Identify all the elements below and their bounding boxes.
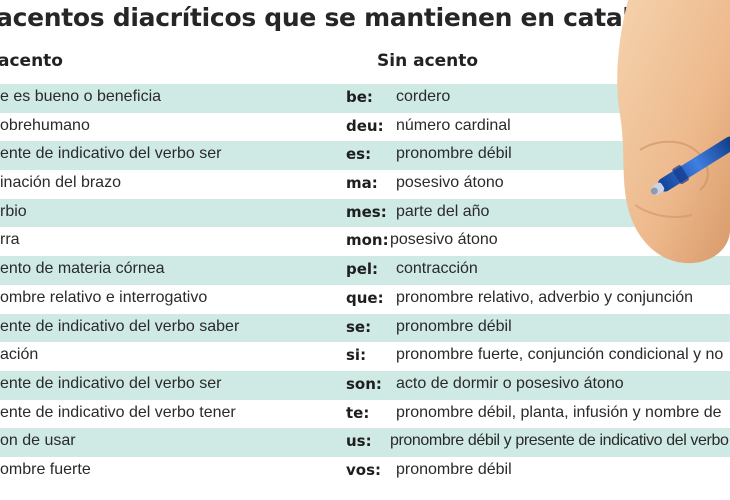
accented-meaning: ente de indicativo del verbo tener [0, 403, 236, 421]
table-row: ombre relativo e interrogativo que: pron… [0, 285, 730, 314]
unaccented-word: se: [346, 317, 372, 336]
accented-meaning: on de usar [0, 432, 76, 450]
accented-meaning: ación [0, 346, 39, 364]
unaccented-meaning: parte del año [396, 202, 490, 220]
unaccented-meaning: pronombre débil y presente de indicativo… [390, 432, 729, 450]
unaccented-meaning: pronombre fuerte, conjunción condicional… [396, 346, 724, 364]
page-title: acentos diacríticos que se mantienen en … [0, 3, 665, 32]
header-with-accent: acento [0, 51, 63, 71]
unaccented-word: be: [346, 88, 373, 106]
unaccented-word: si: [346, 346, 367, 365]
table-row: ente de indicativo del verbo ser es: pro… [0, 141, 730, 171]
unaccented-word: ma: [346, 174, 378, 193]
unaccented-word: us: [346, 432, 372, 451]
accented-meaning: ente de indicativo del verbo ser [0, 145, 222, 163]
table-row: ente de indicativo del verbo tener te: p… [0, 400, 730, 429]
table-row: rbio mes: parte del año [0, 198, 730, 228]
unaccented-word: deu: [346, 116, 384, 135]
table-row: ación si: pronombre fuerte, conjunción c… [0, 342, 730, 371]
table-row: inación del brazo ma: posesivo átono [0, 170, 730, 199]
unaccented-meaning: pronombre débil [396, 317, 512, 335]
accented-meaning: e es bueno o beneficia [0, 88, 162, 105]
unaccented-word: que: [346, 288, 384, 307]
table-row: ente de indicativo del verbo saber se: p… [0, 313, 730, 343]
accented-meaning: inación del brazo [0, 174, 121, 192]
unaccented-meaning: número cardinal [396, 116, 511, 134]
unaccented-meaning: posesivo átono [390, 231, 498, 249]
unaccented-word: mes: [346, 202, 387, 221]
unaccented-word: mon: [346, 231, 389, 250]
accented-meaning: ente de indicativo del verbo ser [0, 374, 222, 392]
accented-meaning: rbio [0, 202, 27, 220]
unaccented-meaning: posesivo átono [396, 174, 504, 192]
unaccented-word: pel: [346, 260, 379, 279]
unaccented-meaning: acto de dormir o posesivo átono [396, 374, 624, 392]
unaccented-meaning: pronombre relativo, adverbio y conjunció… [396, 288, 694, 306]
unaccented-meaning: pronombre débil [396, 460, 512, 478]
accented-meaning: ente de indicativo del verbo saber [0, 317, 240, 335]
hand-holding-pen-illustration [617, 0, 730, 264]
table-row: rra mon: posesivo átono [0, 227, 730, 256]
accented-meaning: ento de materia córnea [0, 260, 165, 278]
unaccented-meaning: cordero [396, 88, 451, 105]
accented-meaning: ombre fuerte [0, 460, 91, 478]
unaccented-meaning: contracción [396, 260, 478, 278]
table-row: ombre fuerte vos: pronombre débil [0, 457, 730, 486]
pen-icon [650, 136, 730, 196]
unaccented-word: es: [346, 145, 372, 164]
header-without-accent: Sin acento [377, 51, 479, 71]
accented-meaning: rra [0, 231, 20, 249]
table-row: ento de materia córnea pel: contracción [0, 256, 730, 285]
unaccented-word: te: [346, 403, 370, 422]
unaccented-word: son: [346, 374, 382, 393]
table-row: on de usar us: pronombre débil y present… [0, 428, 730, 457]
accented-meaning: ombre relativo e interrogativo [0, 288, 208, 306]
unaccented-word: vos: [346, 460, 382, 479]
table-row: ente de indicativo del verbo ser son: ac… [0, 370, 730, 400]
table-row: obrehumano deu: número cardinal [0, 113, 730, 142]
unaccented-meaning: pronombre débil [396, 145, 512, 163]
unaccented-meaning: pronombre débil, planta, infusión y nomb… [396, 403, 722, 421]
accent-table: e es bueno o beneficia be: cordero obreh… [0, 84, 730, 486]
accented-meaning: obrehumano [0, 116, 90, 134]
table-row: e es bueno o beneficia be: cordero [0, 84, 730, 113]
